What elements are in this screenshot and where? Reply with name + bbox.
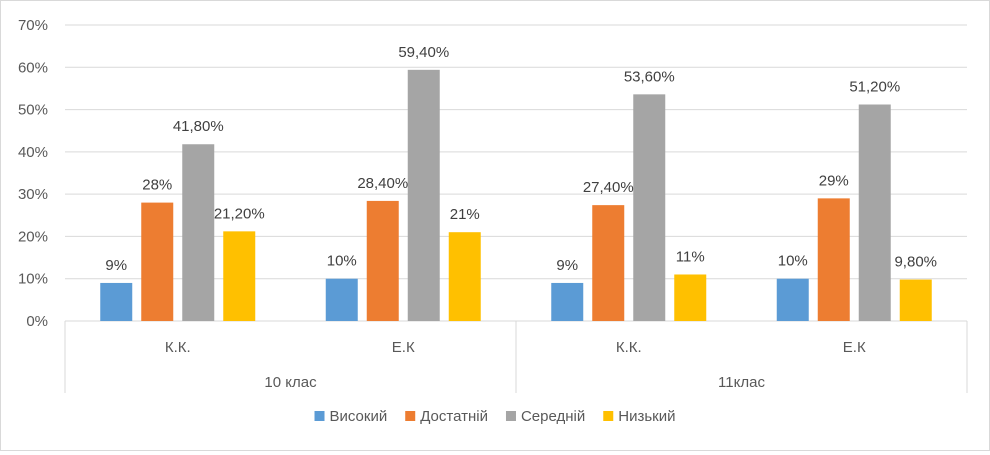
bar bbox=[100, 282, 133, 321]
bar bbox=[858, 104, 891, 321]
legend-label: Низький bbox=[618, 408, 675, 425]
bar bbox=[325, 278, 358, 321]
legend-item: Середній bbox=[505, 408, 585, 425]
data-label: 28% bbox=[142, 177, 172, 194]
bar bbox=[633, 94, 666, 321]
x-group-label: 10 клас bbox=[264, 374, 317, 391]
legend-label: Високий bbox=[330, 408, 388, 425]
x-category-label: К.К. bbox=[616, 339, 642, 356]
y-tick-label: 30% bbox=[18, 186, 48, 203]
data-label: 53,60% bbox=[624, 68, 675, 85]
x-category-label: Е.К bbox=[392, 339, 415, 356]
data-label: 10% bbox=[327, 253, 357, 270]
data-label: 9% bbox=[105, 257, 127, 274]
bar bbox=[448, 232, 481, 321]
legend-item: Високий bbox=[314, 408, 388, 425]
data-label: 29% bbox=[819, 172, 849, 189]
bar bbox=[592, 205, 625, 321]
legend-swatch bbox=[505, 411, 516, 421]
bar bbox=[366, 200, 399, 321]
bar bbox=[551, 282, 584, 321]
data-label: 59,40% bbox=[398, 44, 449, 61]
y-tick-label: 50% bbox=[18, 102, 48, 119]
y-tick-label: 20% bbox=[18, 228, 48, 245]
y-tick-label: 10% bbox=[18, 271, 48, 288]
legend-swatch bbox=[603, 411, 614, 421]
x-category-label: К.К. bbox=[165, 339, 191, 356]
data-label: 9% bbox=[556, 257, 578, 274]
data-label: 21% bbox=[450, 206, 480, 223]
data-label: 41,80% bbox=[173, 118, 224, 135]
data-label: 28,40% bbox=[357, 175, 408, 192]
y-tick-label: 70% bbox=[18, 17, 48, 34]
data-label: 51,20% bbox=[849, 78, 900, 95]
bar bbox=[817, 198, 850, 321]
bar bbox=[899, 279, 932, 321]
data-label: 10% bbox=[778, 253, 808, 270]
data-label: 9,80% bbox=[894, 254, 937, 271]
x-group-label: 11клас bbox=[718, 374, 765, 391]
y-tick-label: 60% bbox=[18, 59, 48, 76]
bar bbox=[407, 69, 440, 321]
data-label: 21,20% bbox=[214, 205, 265, 222]
legend-swatch bbox=[405, 411, 416, 421]
bar bbox=[776, 278, 809, 321]
bar bbox=[223, 231, 256, 321]
legend-swatch bbox=[314, 411, 325, 421]
legend-item: Достатній bbox=[405, 408, 488, 425]
x-category-label: Е.К bbox=[843, 339, 866, 356]
legend-label: Достатній bbox=[420, 408, 488, 425]
y-tick-label: 40% bbox=[18, 144, 48, 161]
data-label: 11% bbox=[676, 248, 705, 265]
bar bbox=[182, 144, 215, 321]
legend-label: Середній bbox=[521, 408, 585, 425]
y-tick-label: 0% bbox=[26, 313, 48, 330]
bar bbox=[141, 202, 174, 321]
data-label: 27,40% bbox=[583, 179, 634, 196]
bar bbox=[674, 274, 707, 321]
legend-item: Низький bbox=[603, 408, 675, 425]
